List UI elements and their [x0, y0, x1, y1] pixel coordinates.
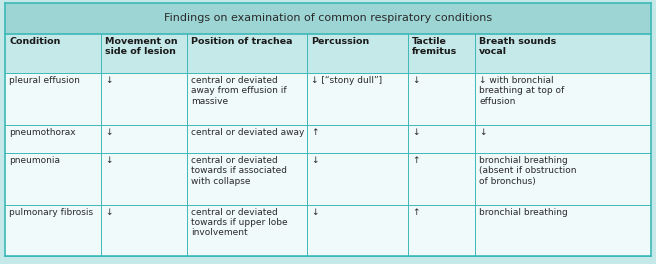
Text: central or deviated
towards if upper lobe
involvement: central or deviated towards if upper lob…: [191, 208, 288, 237]
Text: central or deviated away: central or deviated away: [191, 128, 304, 136]
Text: Condition: Condition: [9, 37, 60, 46]
Text: ↓ [“stony dull”]: ↓ [“stony dull”]: [312, 76, 382, 85]
Text: ↑: ↑: [412, 208, 419, 216]
Bar: [408, 34, 475, 73]
Text: central or deviated
away from effusion if
massive: central or deviated away from effusion i…: [191, 76, 287, 106]
Bar: [408, 73, 475, 125]
Text: ↓: ↓: [312, 156, 319, 165]
Bar: [101, 205, 187, 256]
Bar: [308, 34, 408, 73]
Bar: [408, 205, 475, 256]
Text: ↓: ↓: [105, 156, 112, 165]
Bar: [475, 153, 651, 205]
Bar: [187, 205, 308, 256]
Bar: [5, 73, 101, 125]
Text: central or deviated
towards if associated
with collapse: central or deviated towards if associate…: [191, 156, 287, 186]
Text: pulmonary fibrosis: pulmonary fibrosis: [9, 208, 93, 216]
Bar: [5, 3, 651, 34]
Text: ↑: ↑: [312, 128, 319, 136]
Bar: [5, 125, 101, 153]
Bar: [101, 153, 187, 205]
Bar: [475, 125, 651, 153]
Bar: [308, 73, 408, 125]
Bar: [308, 205, 408, 256]
Text: ↓: ↓: [105, 208, 112, 216]
Bar: [101, 34, 187, 73]
Text: ↓: ↓: [312, 208, 319, 216]
Text: ↓ with bronchial
breathing at top of
effusion: ↓ with bronchial breathing at top of eff…: [479, 76, 564, 106]
Text: Tactile
fremitus: Tactile fremitus: [412, 37, 457, 56]
Bar: [408, 125, 475, 153]
Text: ↓: ↓: [105, 76, 112, 85]
Bar: [408, 153, 475, 205]
Bar: [5, 34, 101, 73]
Text: pneumonia: pneumonia: [9, 156, 60, 165]
Text: pleural effusion: pleural effusion: [9, 76, 80, 85]
Text: Breath sounds
vocal: Breath sounds vocal: [479, 37, 556, 56]
Text: Percussion: Percussion: [312, 37, 369, 46]
Bar: [187, 34, 308, 73]
Text: bronchial breathing: bronchial breathing: [479, 208, 568, 216]
Text: ↓: ↓: [479, 128, 487, 136]
Bar: [5, 205, 101, 256]
Text: ↓: ↓: [412, 76, 419, 85]
Bar: [475, 34, 651, 73]
Text: ↓: ↓: [105, 128, 112, 136]
Text: ↑: ↑: [412, 156, 419, 165]
Text: pneumothorax: pneumothorax: [9, 128, 76, 136]
Bar: [308, 125, 408, 153]
Text: ↓: ↓: [412, 128, 419, 136]
Bar: [187, 125, 308, 153]
Text: Movement on
side of lesion: Movement on side of lesion: [105, 37, 177, 56]
Bar: [475, 205, 651, 256]
Bar: [308, 153, 408, 205]
Bar: [475, 73, 651, 125]
Bar: [5, 153, 101, 205]
Bar: [101, 125, 187, 153]
Text: Findings on examination of common respiratory conditions: Findings on examination of common respir…: [164, 13, 492, 23]
Bar: [187, 153, 308, 205]
Bar: [101, 73, 187, 125]
Text: bronchial breathing
(absent if obstruction
of bronchus): bronchial breathing (absent if obstructi…: [479, 156, 577, 186]
Text: Position of trachea: Position of trachea: [191, 37, 293, 46]
Bar: [187, 73, 308, 125]
